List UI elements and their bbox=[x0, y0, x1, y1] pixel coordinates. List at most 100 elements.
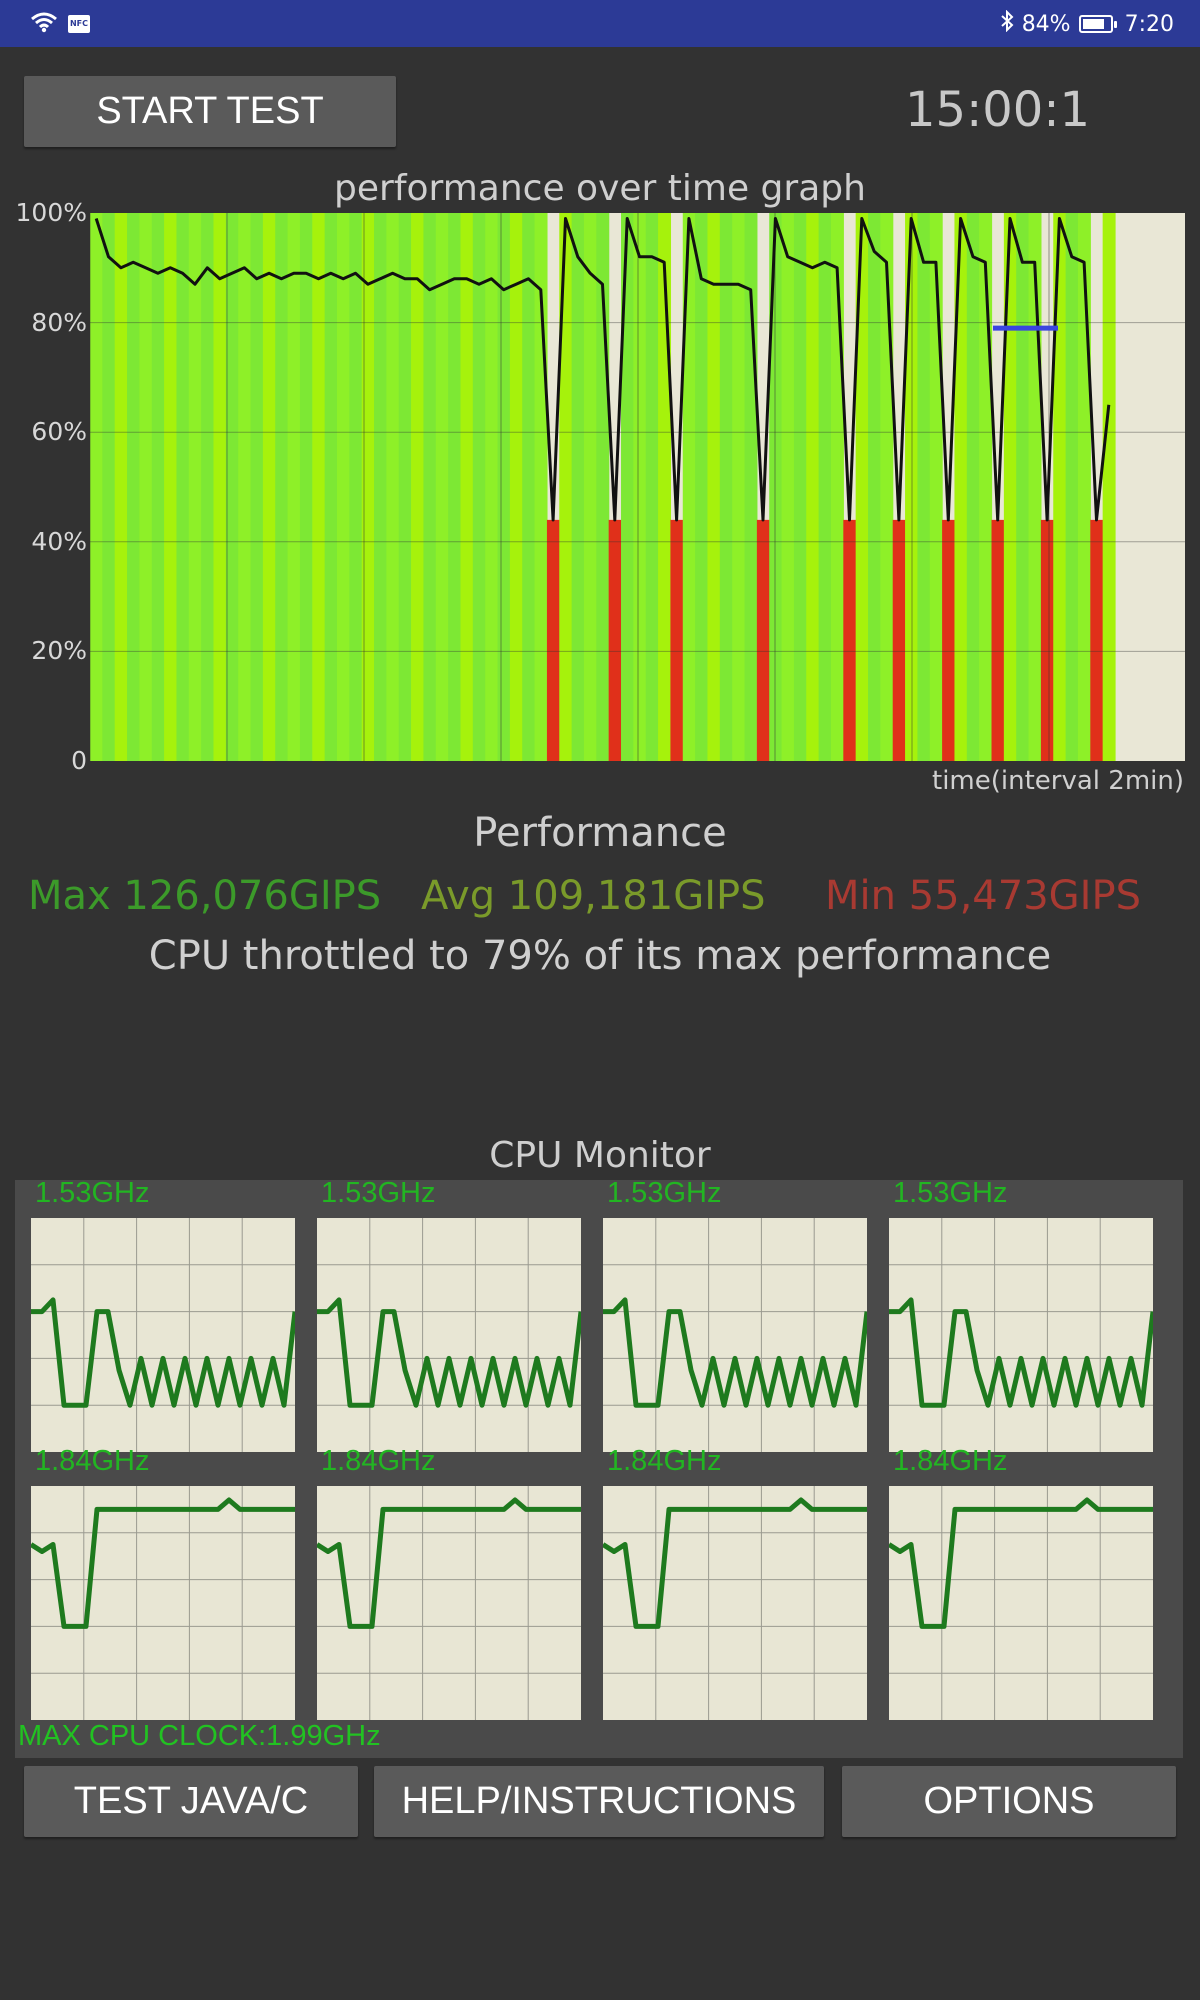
performance-bar bbox=[460, 213, 474, 761]
core-load-chart bbox=[317, 1486, 581, 1720]
cpu-core-graph: 1.84GHz bbox=[603, 1445, 867, 1720]
performance-bar bbox=[991, 519, 1005, 761]
performance-bar bbox=[571, 213, 585, 761]
battery-fill bbox=[1082, 19, 1105, 29]
core-load-line bbox=[31, 1297, 295, 1408]
performance-bar bbox=[559, 213, 573, 761]
performance-bar bbox=[707, 213, 721, 761]
core-load-chart bbox=[31, 1486, 295, 1720]
max-cpu-clock: MAX CPU CLOCK:1.99GHz bbox=[18, 1720, 381, 1752]
cpu-core-graph: 1.84GHz bbox=[31, 1445, 295, 1720]
performance-bar bbox=[818, 213, 832, 761]
performance-bar bbox=[954, 213, 968, 761]
core-load-chart bbox=[889, 1486, 1153, 1720]
bluetooth-icon bbox=[1000, 9, 1014, 38]
performance-bar bbox=[176, 213, 190, 761]
cpu-core-graph: 1.53GHz bbox=[317, 1177, 581, 1452]
battery-icon bbox=[1078, 15, 1117, 33]
performance-bar bbox=[238, 213, 252, 761]
performance-bar bbox=[645, 213, 659, 761]
performance-bar bbox=[139, 213, 153, 761]
performance-bar bbox=[374, 213, 387, 761]
cpu-core-graph: 1.84GHz bbox=[317, 1445, 581, 1720]
max-performance: Max 126,076GIPS bbox=[28, 873, 382, 919]
performance-bar bbox=[1065, 213, 1079, 761]
min-performance: Min 55,473GIPS bbox=[825, 873, 1141, 919]
performance-bar bbox=[1053, 213, 1067, 761]
options-button[interactable]: OPTIONS bbox=[842, 1766, 1176, 1837]
performance-bar bbox=[719, 213, 733, 761]
performance-bar bbox=[102, 213, 116, 761]
performance-bar bbox=[213, 213, 227, 761]
graph-title: performance over time graph bbox=[334, 168, 866, 209]
battery-percent: 84% bbox=[1021, 11, 1071, 37]
core-frequency: 1.84GHz bbox=[321, 1445, 436, 1477]
performance-bar bbox=[225, 213, 239, 761]
performance-bar bbox=[1016, 213, 1030, 761]
performance-bar bbox=[522, 213, 536, 761]
core-load-chart bbox=[317, 1218, 581, 1452]
performance-bar bbox=[793, 213, 807, 761]
performance-bar bbox=[262, 213, 276, 761]
core-frequency: 1.84GHz bbox=[35, 1445, 150, 1477]
performance-bar bbox=[423, 213, 437, 761]
performance-bar bbox=[695, 213, 709, 761]
performance-bar bbox=[114, 213, 128, 761]
performance-bar bbox=[349, 213, 363, 761]
core-frequency: 1.53GHz bbox=[893, 1177, 1008, 1209]
performance-bar bbox=[855, 213, 869, 761]
cpu-monitor-heading: CPU Monitor bbox=[489, 1135, 711, 1176]
cpu-monitor-panel: 1.53GHz 1.53GHz 1.53GHz 1.53GHz 1.84GHz 1.84G… bbox=[15, 1177, 1183, 1758]
performance-bar bbox=[732, 213, 746, 761]
performance-bar bbox=[769, 213, 783, 761]
performance-bar bbox=[201, 213, 215, 761]
core-frequency: 1.53GHz bbox=[35, 1177, 150, 1209]
performance-bar bbox=[1090, 519, 1104, 761]
performance-bar bbox=[448, 213, 462, 761]
status-bar: NFC 84% 7:20 bbox=[0, 0, 1200, 47]
y-tick-label: 100% bbox=[15, 198, 87, 227]
core-load-line bbox=[31, 1497, 295, 1629]
y-tick-label: 60% bbox=[31, 417, 87, 446]
wifi-icon bbox=[30, 11, 58, 37]
nfc-icon: NFC bbox=[68, 15, 90, 33]
core-load-chart bbox=[603, 1486, 867, 1720]
performance-bar bbox=[485, 213, 499, 761]
performance-bar bbox=[398, 213, 412, 761]
throttle-summary: CPU throttled to 79% of its max performa… bbox=[148, 933, 1052, 979]
start-test-button[interactable]: START TEST bbox=[24, 76, 396, 147]
cpu-core-graph: 1.53GHz bbox=[889, 1177, 1153, 1452]
performance-bar bbox=[127, 213, 140, 761]
performance-bar bbox=[583, 213, 597, 761]
performance-bar bbox=[942, 519, 956, 761]
core-frequency: 1.53GHz bbox=[321, 1177, 436, 1209]
core-frequency: 1.84GHz bbox=[607, 1445, 722, 1477]
performance-bar bbox=[151, 213, 165, 761]
core-frequency: 1.53GHz bbox=[607, 1177, 722, 1209]
performance-bar bbox=[756, 519, 770, 761]
performance-bar bbox=[336, 213, 350, 761]
y-tick-label: 0 bbox=[71, 746, 87, 775]
cpu-core-graph: 1.84GHz bbox=[889, 1445, 1153, 1720]
cpu-core-graph: 1.53GHz bbox=[603, 1177, 867, 1452]
performance-bar bbox=[1102, 213, 1116, 761]
core-load-line bbox=[317, 1497, 581, 1629]
core-load-chart bbox=[889, 1218, 1153, 1452]
performance-bar bbox=[164, 213, 178, 761]
core-load-line bbox=[889, 1297, 1153, 1408]
y-tick-label: 20% bbox=[31, 636, 87, 665]
performance-bar bbox=[312, 213, 326, 761]
performance-bar bbox=[299, 213, 313, 761]
y-tick-label: 40% bbox=[31, 527, 87, 556]
performance-bar bbox=[682, 213, 696, 761]
avg-performance: Avg 109,181GIPS bbox=[421, 873, 766, 919]
x-axis-label: time(interval 2min) bbox=[932, 766, 1184, 796]
performance-bar bbox=[90, 213, 103, 761]
performance-bar bbox=[670, 519, 684, 761]
clock: 7:20 bbox=[1124, 11, 1174, 37]
help-instructions-button[interactable]: HELP/INSTRUCTIONS bbox=[374, 1766, 824, 1837]
core-load-chart bbox=[31, 1218, 295, 1452]
performance-graph bbox=[90, 213, 1185, 761]
performance-bar bbox=[843, 519, 857, 761]
test-java-c-button[interactable]: TEST JAVA/C bbox=[24, 1766, 358, 1837]
